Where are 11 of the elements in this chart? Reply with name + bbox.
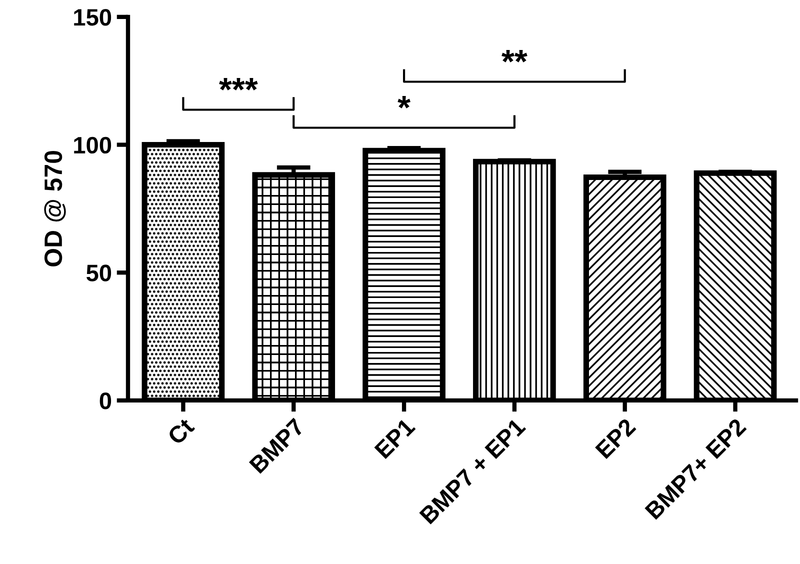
x-tick-label: EP1 <box>374 417 416 459</box>
x-tick-label: Ct <box>166 417 196 446</box>
annotation: * <box>398 96 410 108</box>
annotation: ** <box>502 50 528 62</box>
y-tick-label: 50 <box>86 264 112 282</box>
x-tick-label: EP2 <box>594 418 636 459</box>
y-tick-label: 150 <box>74 8 112 26</box>
y-tick-label: 0 <box>100 392 112 410</box>
y-axis-title: OD @ 570 <box>44 150 66 266</box>
annotation: *** <box>219 78 258 90</box>
y-tick-label: 100 <box>74 136 112 154</box>
